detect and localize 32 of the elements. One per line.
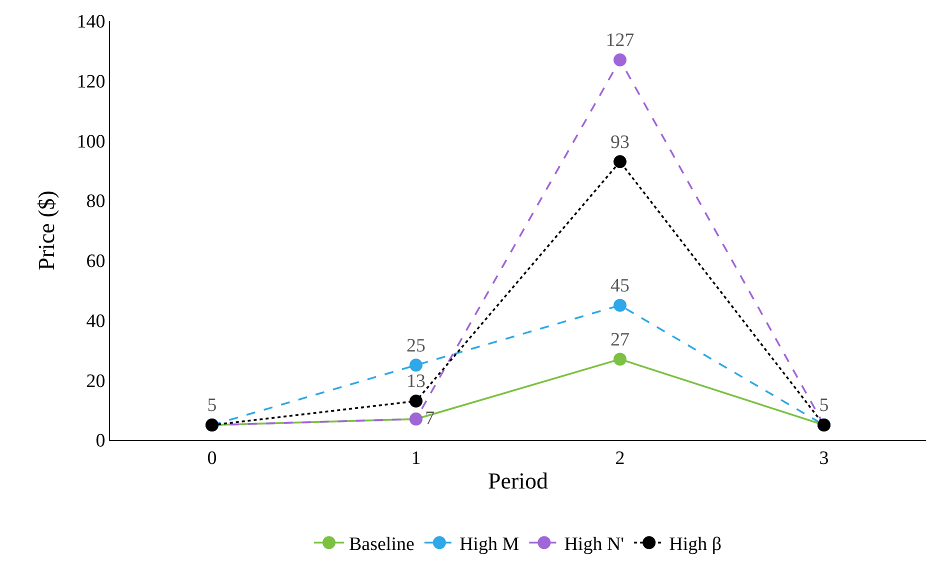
y-tick-label: 40: [86, 310, 106, 332]
legend-label: Baseline: [349, 534, 414, 556]
y-tick-label: 20: [86, 370, 106, 392]
legend-label: High β: [669, 534, 722, 556]
point: [410, 394, 422, 408]
data-label: 127: [606, 30, 634, 52]
point: [614, 155, 626, 168]
y-tick-label: 80: [86, 191, 106, 212]
y-tick-label: 60: [86, 251, 106, 272]
legend-label: High N': [564, 534, 624, 556]
data-label: 5: [819, 395, 829, 416]
point: [410, 358, 422, 372]
point: [614, 53, 626, 66]
y-axis-title: Price ($): [34, 190, 60, 270]
data-label: 93: [610, 132, 630, 153]
data-label: 5: [207, 395, 217, 416]
x-tick-label: 2: [615, 448, 625, 469]
data-label: 25: [406, 335, 426, 356]
point: [614, 352, 626, 366]
x-tick-label: 3: [819, 448, 829, 469]
y-tick-label: 120: [76, 72, 106, 93]
legend-label: High M: [459, 534, 520, 556]
y-tick-label: 140: [76, 12, 106, 33]
point: [614, 298, 626, 312]
data-label: 27: [610, 329, 630, 350]
x-axis-title: Period: [488, 468, 549, 494]
x-tick-label: 0: [207, 448, 217, 469]
data-label: 45: [610, 275, 630, 296]
x-tick-label: 1: [411, 448, 421, 469]
y-tick-label: 100: [76, 131, 106, 152]
y-tick-label: 0: [96, 430, 106, 452]
data-label: 13: [406, 371, 426, 392]
